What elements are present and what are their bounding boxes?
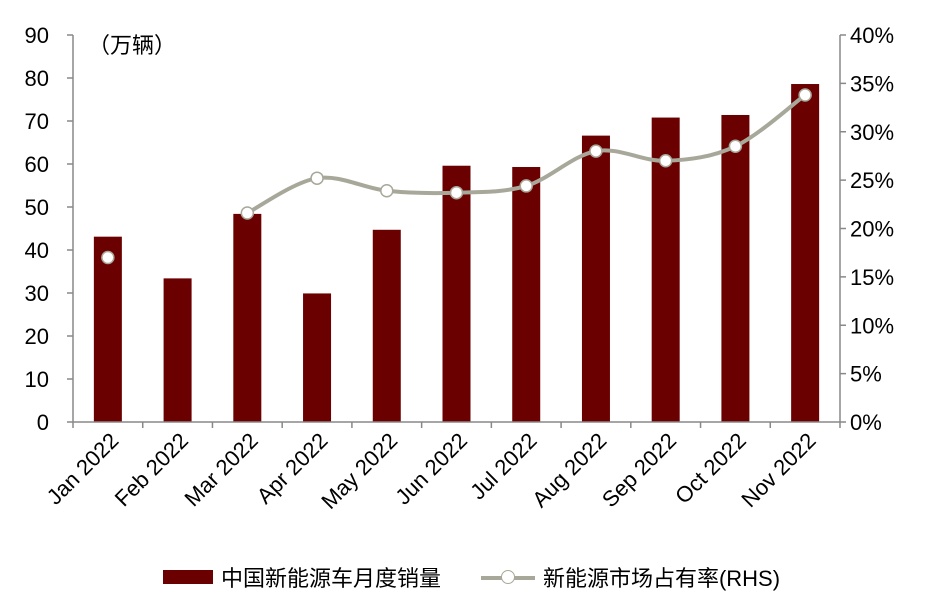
left-tick-label: 70 (25, 109, 49, 134)
x-tick-label: Jun 2022 (390, 428, 472, 510)
left-tick-label: 50 (25, 195, 49, 220)
bar-5 (372, 229, 401, 422)
x-tick-label: Feb 2022 (110, 428, 193, 511)
right-tick-label: 30% (850, 120, 894, 145)
bar-7 (512, 167, 541, 422)
legend-dot (500, 570, 515, 584)
legend-item-sales: 中国新能源车月度销量 (162, 561, 441, 593)
share-point-4 (310, 171, 324, 185)
bar-1 (93, 236, 122, 422)
legend-item-share: 新能源市场占有率(RHS) (480, 561, 781, 593)
right-axis-labels: 0% 5% 10% 15% 20% 25% 30% 35% 40% (850, 23, 894, 435)
right-tick-label: 5% (850, 362, 882, 387)
left-axis-labels: 0 10 20 30 40 50 60 70 80 90 (25, 23, 49, 435)
right-tick-label: 25% (850, 168, 894, 193)
share-point-10 (728, 139, 743, 154)
bar-9 (651, 117, 680, 422)
bar-6 (442, 165, 471, 422)
share-point-8 (589, 144, 603, 158)
right-tick-label: 40% (850, 23, 894, 48)
share-point-5 (380, 184, 394, 198)
share-point-3 (240, 206, 255, 220)
right-tick-label: 20% (850, 217, 894, 242)
x-tick-label: May 2022 (316, 428, 402, 514)
bar-10 (721, 114, 750, 422)
legend-line-swatch (480, 567, 535, 587)
market-share-points (101, 88, 812, 265)
bar-3 (233, 213, 262, 422)
right-tick-label: 10% (850, 313, 894, 338)
chart-canvas: 0 10 20 30 40 50 60 70 80 90 0% 5% 10% 15% 20% 25% 30% 3… (25, 23, 895, 514)
share-point-11 (798, 88, 812, 102)
axis-ticks (67, 34, 846, 428)
share-point-6 (449, 185, 464, 200)
bar-2 (163, 278, 192, 422)
left-tick-label: 90 (25, 23, 49, 48)
left-tick-label: 80 (25, 66, 49, 91)
left-tick-label: 40 (25, 238, 49, 263)
bar-4 (303, 293, 332, 422)
left-tick-label: 30 (25, 281, 49, 306)
right-tick-label: 35% (850, 71, 894, 96)
legend-label-share: 新能源市场占有率(RHS) (542, 566, 781, 591)
right-tick-label: 0% (850, 410, 882, 435)
x-tick-label: Mar 2022 (179, 428, 262, 511)
share-point-7 (519, 179, 533, 193)
legend-bar-swatch (162, 570, 213, 584)
x-tick-label: Nov 2022 (736, 428, 820, 512)
left-tick-label: 60 (25, 152, 49, 177)
left-tick-label: 10 (25, 367, 49, 392)
bar-11 (791, 84, 820, 423)
unit-label: （万辆） (88, 33, 176, 58)
legend-label-sales: 中国新能源车月度销量 (220, 566, 441, 591)
left-tick-label: 20 (25, 324, 49, 349)
left-tick-label: 0 (37, 410, 49, 435)
x-tick-label: Sep 2022 (597, 428, 681, 512)
bar-8 (581, 135, 610, 422)
share-point-9 (658, 154, 673, 168)
right-tick-label: 15% (850, 265, 894, 290)
legend: 中国新能源车月度销量 新能源市场占有率(RHS) (0, 560, 943, 594)
share-point-1 (101, 250, 115, 265)
bar-series (93, 84, 820, 423)
x-tick-label: Aug 2022 (527, 428, 611, 512)
x-tick-label: Jan 2022 (42, 428, 124, 510)
